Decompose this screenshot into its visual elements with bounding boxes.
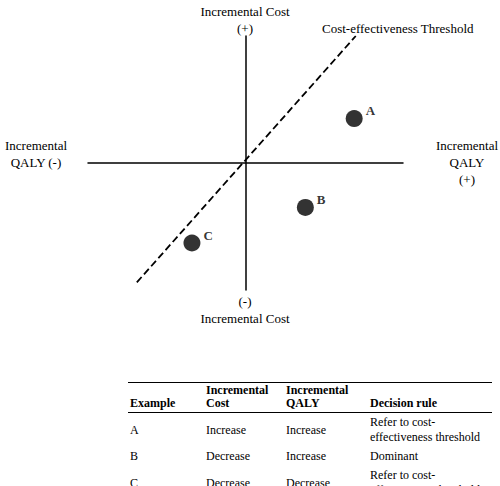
html-text:A: A xyxy=(130,422,139,437)
html-text:Increase: Increase xyxy=(206,422,246,437)
svg-text:Cost-effectiveness Threshold: Cost-effectiveness Threshold xyxy=(322,21,474,36)
svg-text:Incremental Cost: Incremental Cost xyxy=(200,4,290,19)
svg-text:(+): (+) xyxy=(237,21,253,36)
html-text:Refer to cost-effectiveness th: Refer to cost-effectiveness threshold xyxy=(370,415,481,444)
html-text:Decision rule: Decision rule xyxy=(370,396,437,410)
svg-text:A: A xyxy=(366,103,376,118)
svg-text:QALY: QALY xyxy=(450,155,485,170)
html-text:Increase: Increase xyxy=(286,449,326,463)
html-text:Increase: Increase xyxy=(286,422,326,437)
svg-text:(-): (-) xyxy=(239,294,252,309)
html-text:Incremental Cost: Incremental Cost xyxy=(206,383,269,410)
svg-text:Incremental Cost: Incremental Cost xyxy=(200,311,290,326)
html-text:Dominant: Dominant xyxy=(370,449,418,463)
svg-text:B: B xyxy=(317,192,326,207)
html-text:Example: Example xyxy=(130,396,176,410)
html-text:Incremental QALY: Incremental QALY xyxy=(286,383,349,410)
svg-text:C: C xyxy=(203,228,212,243)
svg-text:Incremental: Incremental xyxy=(5,138,67,153)
html-text:Decrease: Decrease xyxy=(206,449,250,463)
svg-text:Incremental: Incremental xyxy=(436,138,498,153)
svg-text:QALY (-): QALY (-) xyxy=(11,155,62,170)
svg-text:(+): (+) xyxy=(459,172,475,187)
html-text:B: B xyxy=(130,449,138,463)
